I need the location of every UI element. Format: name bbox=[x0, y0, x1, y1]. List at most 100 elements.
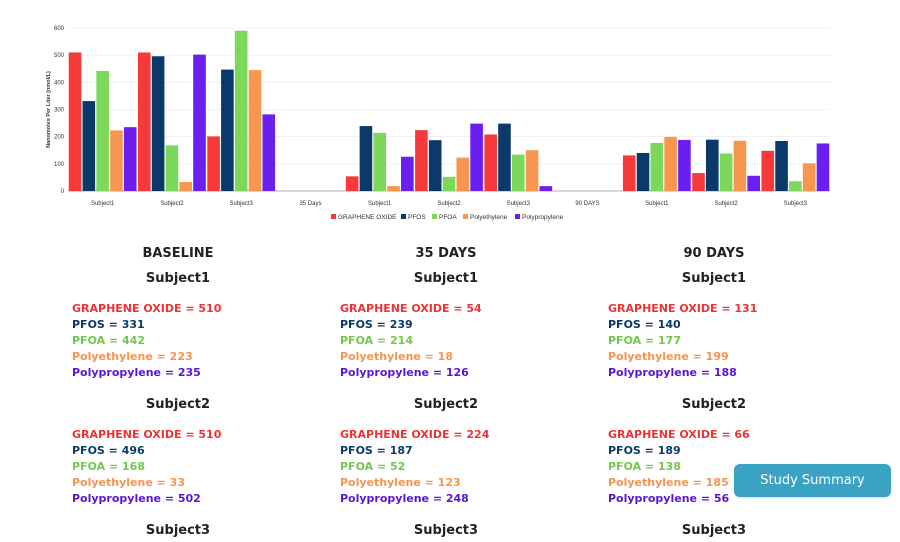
legend-swatch bbox=[515, 214, 520, 219]
bar bbox=[678, 139, 691, 191]
value-pfoa: PFOA = 168 bbox=[72, 460, 145, 473]
value-graphene-oxide: GRAPHENE OXIDE = 66 bbox=[608, 428, 750, 441]
x-tick-label: Subject2 bbox=[714, 201, 738, 207]
bar bbox=[775, 141, 788, 191]
baseline-column: BASELINE Subject1 GRAPHENE OXIDE = 510 P… bbox=[28, 244, 328, 542]
bar bbox=[456, 157, 470, 191]
value-polyethylene: Polyethylene = 199 bbox=[608, 350, 729, 363]
value-polyethylene: Polyethylene = 223 bbox=[72, 350, 193, 363]
bar bbox=[816, 143, 830, 191]
bar bbox=[262, 114, 276, 191]
bar bbox=[539, 186, 553, 191]
subject-title: Subject2 bbox=[145, 397, 211, 412]
legend-swatch bbox=[331, 214, 336, 219]
bar bbox=[415, 130, 428, 191]
y-tick-label: 200 bbox=[54, 135, 65, 141]
value-graphene-oxide: GRAPHENE OXIDE = 131 bbox=[608, 302, 758, 315]
bar bbox=[151, 56, 165, 192]
bar bbox=[664, 136, 677, 191]
y-tick-label: 400 bbox=[54, 80, 65, 86]
bar bbox=[705, 139, 719, 191]
bar bbox=[789, 181, 802, 191]
legend-swatch bbox=[401, 214, 406, 219]
bar bbox=[761, 150, 775, 191]
value-polypropylene: Polypropylene = 188 bbox=[608, 366, 737, 379]
bar bbox=[650, 142, 664, 191]
x-tick-label: Subject3 bbox=[784, 201, 808, 207]
x-tick-label: Subject3 bbox=[230, 201, 254, 207]
bar bbox=[636, 152, 650, 191]
bar bbox=[511, 154, 525, 191]
x-tick-label: Subject2 bbox=[160, 201, 184, 207]
subject-title: Subject3 bbox=[681, 523, 747, 538]
y-tick-label: 500 bbox=[54, 53, 65, 59]
value-polypropylene: Polypropylene = 126 bbox=[340, 366, 469, 379]
value-pfoa: PFOA = 52 bbox=[340, 460, 406, 473]
x-tick-label: Subject1 bbox=[645, 201, 669, 207]
subject-title: Subject3 bbox=[145, 523, 211, 538]
subject-title: Subject1 bbox=[681, 271, 747, 286]
legend-label: PFOS bbox=[408, 214, 426, 221]
value-pfoa: PFOA = 442 bbox=[72, 334, 145, 347]
value-graphene-oxide: GRAPHENE OXIDE = 224 bbox=[340, 428, 490, 441]
value-polyethylene: Polyethylene = 123 bbox=[340, 476, 461, 489]
bar bbox=[96, 70, 109, 191]
x-tick-label: Subject2 bbox=[437, 201, 461, 207]
value-graphene-oxide: GRAPHENE OXIDE = 510 bbox=[72, 302, 222, 315]
bar bbox=[470, 123, 483, 191]
x-tick-label: Subject1 bbox=[91, 201, 115, 207]
bar-chart: 0 100 200 300 400 500 600 Nanomoles Per Liter (… bbox=[46, 26, 830, 221]
bar bbox=[401, 156, 414, 191]
value-pfos: PFOS = 187 bbox=[340, 444, 413, 457]
value-pfoa: PFOA = 177 bbox=[608, 334, 681, 347]
value-polyethylene: Polyethylene = 185 bbox=[608, 476, 729, 489]
bar bbox=[622, 155, 636, 191]
bar bbox=[498, 123, 511, 191]
bar bbox=[719, 153, 733, 191]
bar bbox=[345, 176, 359, 191]
value-polypropylene: Polypropylene = 502 bbox=[72, 492, 201, 505]
bar bbox=[193, 54, 206, 191]
subject-title: Subject2 bbox=[413, 397, 479, 412]
x-tick-label: 90 DAYS bbox=[575, 201, 599, 207]
bar bbox=[234, 30, 248, 191]
y-tick-label: 300 bbox=[54, 108, 65, 114]
bar bbox=[747, 175, 760, 191]
legend-label: Polypropylene bbox=[522, 214, 564, 221]
value-polypropylene: Polypropylene = 235 bbox=[72, 366, 201, 379]
bar bbox=[387, 186, 400, 191]
subject-title: Subject2 bbox=[681, 397, 747, 412]
legend-label: GRAPHENE OXIDE bbox=[338, 214, 397, 221]
bar bbox=[110, 130, 123, 191]
legend-swatch bbox=[432, 214, 437, 219]
bar bbox=[484, 134, 497, 191]
value-pfoa: PFOA = 138 bbox=[608, 460, 681, 473]
value-pfos: PFOS = 140 bbox=[608, 318, 681, 331]
bar bbox=[123, 127, 137, 191]
x-tick-label: Subject3 bbox=[507, 201, 531, 207]
bar bbox=[138, 52, 151, 192]
bar bbox=[179, 182, 193, 191]
x-tick-label: 35 Days bbox=[299, 201, 321, 207]
value-polypropylene: Polypropylene = 248 bbox=[340, 492, 469, 505]
value-pfos: PFOS = 496 bbox=[72, 444, 145, 457]
value-graphene-oxide: GRAPHENE OXIDE = 54 bbox=[340, 302, 482, 315]
bar bbox=[221, 69, 234, 191]
value-pfos: PFOS = 239 bbox=[340, 318, 413, 331]
study-summary-button[interactable]: Study Summary bbox=[734, 464, 891, 497]
subject-title: Subject1 bbox=[145, 271, 211, 286]
bar bbox=[359, 126, 373, 191]
bar bbox=[207, 136, 220, 191]
bar bbox=[525, 150, 539, 191]
bar bbox=[165, 145, 179, 191]
column-title: 35 DAYS bbox=[415, 246, 477, 261]
value-pfos: PFOS = 331 bbox=[72, 318, 145, 331]
legend-label: Polyethylene bbox=[470, 214, 508, 221]
value-polyethylene: Polyethylene = 18 bbox=[340, 350, 453, 363]
y-tick-label: 600 bbox=[54, 26, 65, 32]
value-pfos: PFOS = 189 bbox=[608, 444, 681, 457]
y-tick-label: 100 bbox=[54, 162, 65, 168]
bar bbox=[373, 132, 387, 191]
legend-swatch bbox=[463, 214, 468, 219]
bar bbox=[442, 176, 456, 191]
